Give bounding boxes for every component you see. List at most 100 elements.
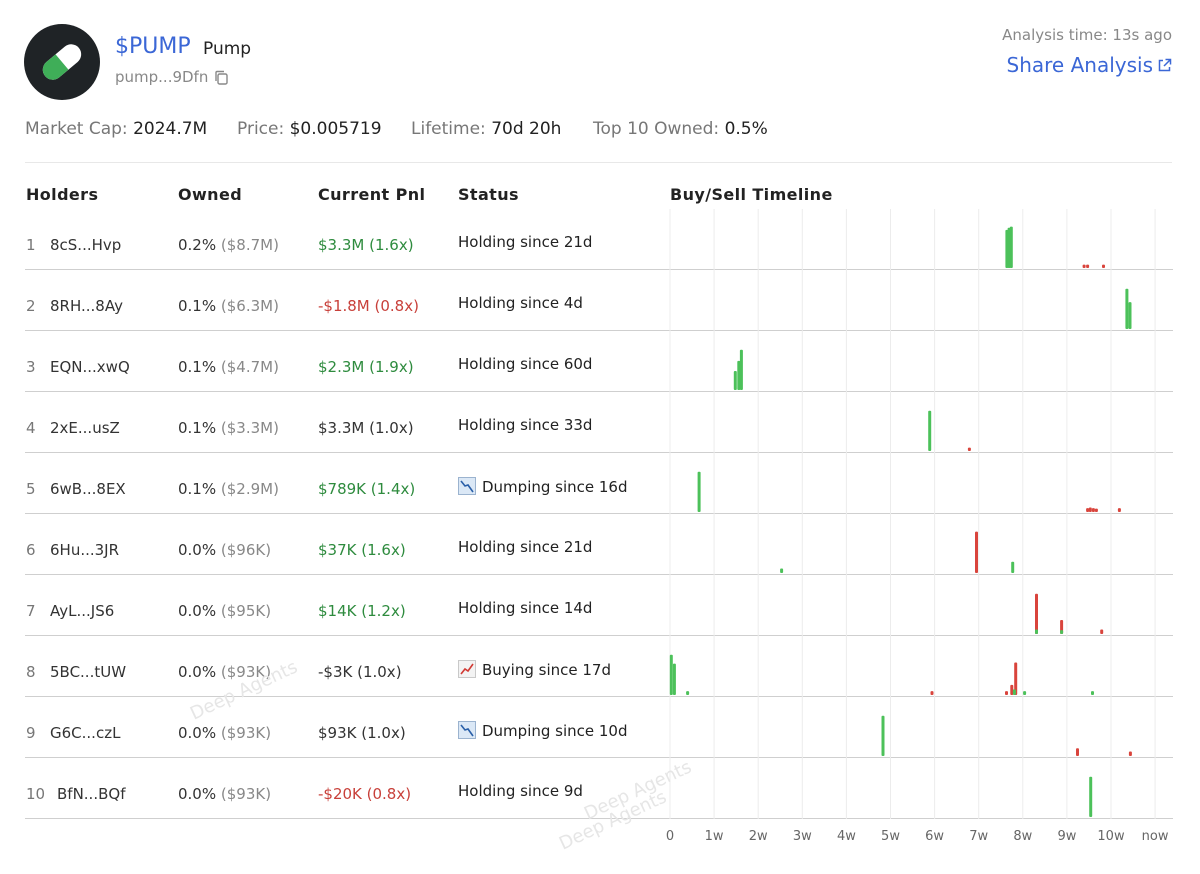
status-text: Dumping since 16d	[482, 478, 628, 496]
holder-owned: 0.0% ($93K)	[178, 663, 271, 681]
col-pnl: Current Pnl	[318, 185, 426, 204]
buy-bar	[1023, 691, 1027, 695]
sell-bar	[1010, 684, 1014, 695]
holder-address[interactable]: 8cS...Hvp	[50, 236, 122, 254]
lifetime-label: Lifetime:	[411, 119, 486, 139]
row-divider	[25, 269, 1173, 270]
owned-usd: ($6.3M)	[220, 297, 279, 315]
holder-status: Holding since 21d	[458, 233, 592, 251]
buy-bar	[928, 410, 932, 451]
share-analysis-link[interactable]: Share Analysis	[1007, 53, 1172, 77]
sell-bar	[1086, 264, 1090, 268]
holder-pnl: $93K (1.0x)	[318, 724, 406, 742]
holder-owned: 0.0% ($93K)	[178, 724, 271, 742]
table-row[interactable]: 10 BfN...BQf 0.0% ($93K) -$20K (0.8x) Holdin…	[25, 758, 1173, 819]
sell-bar	[1088, 507, 1092, 512]
row-divider	[25, 452, 1173, 453]
holder-status: Holding since 33d	[458, 416, 592, 434]
external-link-icon[interactable]	[1157, 58, 1172, 73]
buy-bar	[881, 715, 885, 756]
sell-bar	[1086, 508, 1090, 512]
table-row[interactable]: 4 2xE...usZ 0.1% ($3.3M) $3.3M (1.0x) Holdin…	[25, 392, 1173, 453]
owned-percent: 0.0%	[178, 724, 217, 742]
timeline-tick-label: 0	[665, 829, 675, 844]
table-row[interactable]: 9 G6C...czL 0.0% ($93K) $93K (1.0x) Dumping …	[25, 697, 1173, 758]
holder-address[interactable]: AyL...JS6	[50, 602, 115, 620]
buy-bar	[1091, 691, 1094, 695]
table-row[interactable]: 6 6Hu...3JR 0.0% ($96K) $37K (1.6x) Holding …	[25, 514, 1173, 575]
buy-bar	[1009, 226, 1013, 268]
status-text: Buying since 17d	[482, 661, 611, 679]
sell-bar	[1076, 748, 1079, 756]
buy-bar	[1012, 689, 1016, 695]
table-row[interactable]: 3 EQN...xwQ 0.1% ($4.7M) $2.3M (1.9x) Holdin…	[25, 331, 1173, 392]
owned-usd: ($96K)	[220, 541, 272, 559]
buy-sell-timeline	[669, 209, 1156, 819]
owned-usd: ($93K)	[220, 785, 272, 803]
price-stat: Price: $0.005719	[237, 119, 382, 139]
holder-pnl: $789K (1.4x)	[318, 480, 416, 498]
holder-pnl: $37K (1.6x)	[318, 541, 406, 559]
table-row[interactable]: 8 5BC...tUW 0.0% ($93K) -$3K (1.0x) Buying s…	[25, 636, 1173, 697]
holder-owned: 0.1% ($2.9M)	[178, 480, 279, 498]
owned-percent: 0.0%	[178, 663, 217, 681]
sell-bar	[967, 447, 971, 451]
owned-usd: ($2.9M)	[220, 480, 279, 498]
table-row[interactable]: 5 6wB...8EX 0.1% ($2.9M) $789K (1.4x) Dumpin…	[25, 453, 1173, 514]
copy-icon[interactable]	[214, 70, 229, 89]
holder-status: Buying since 17d	[458, 660, 611, 679]
holder-owned: 0.0% ($96K)	[178, 541, 271, 559]
top10-value: 0.5%	[724, 119, 768, 139]
status-text: Holding since 9d	[458, 782, 583, 800]
token-symbol[interactable]: $PUMP	[115, 34, 191, 59]
row-divider	[25, 330, 1173, 331]
table-row[interactable]: 1 8cS...Hvp 0.2% ($8.7M) $3.3M (1.6x) Holdin…	[25, 209, 1173, 270]
holder-rank: 3	[26, 358, 36, 376]
price-value: $0.005719	[289, 119, 382, 139]
holder-pnl: -$1.8M (0.8x)	[318, 297, 419, 315]
holder-rank: 4	[26, 419, 36, 437]
holder-address[interactable]: 8RH...8Ay	[50, 297, 123, 315]
timeline-tick-label: 1w	[704, 829, 724, 844]
row-divider	[25, 391, 1173, 392]
timeline-tick-label: 10w	[1097, 829, 1125, 844]
holder-rank: 6	[26, 541, 36, 559]
timeline-tick-label: 5w	[881, 829, 900, 844]
price-label: Price:	[237, 119, 285, 139]
holder-address[interactable]: 6Hu...3JR	[50, 541, 120, 559]
buy-bar	[1089, 776, 1093, 817]
buy-bar	[1125, 288, 1129, 329]
holder-pnl: -$3K (1.0x)	[318, 663, 402, 681]
buy-bar	[739, 349, 743, 390]
timeline-tick-label: 8w	[1013, 829, 1033, 844]
holder-status: Holding since 21d	[458, 538, 592, 556]
table-row[interactable]: 7 AyL...JS6 0.0% ($95K) $14K (1.2x) Holding …	[25, 575, 1173, 636]
buy-bar	[1035, 629, 1038, 634]
sell-bar	[1082, 264, 1086, 268]
holder-owned: 0.2% ($8.7M)	[178, 236, 279, 254]
holder-address[interactable]: BfN...BQf	[57, 785, 126, 803]
holder-address[interactable]: 6wB...8EX	[50, 480, 126, 498]
token-name: Pump	[203, 39, 252, 59]
owned-percent: 0.2%	[178, 236, 217, 254]
owned-usd: ($8.7M)	[220, 236, 279, 254]
holder-address[interactable]: EQN...xwQ	[50, 358, 130, 376]
holder-address[interactable]: 5BC...tUW	[50, 663, 127, 681]
holder-status: Holding since 14d	[458, 599, 592, 617]
holder-status: Dumping since 16d	[458, 477, 628, 496]
buy-bar	[780, 568, 784, 573]
buy-bar	[672, 663, 676, 695]
sell-bar	[1117, 508, 1121, 512]
col-holders: Holders	[26, 185, 99, 204]
top10-label: Top 10 Owned:	[593, 119, 720, 139]
status-text: Dumping since 10d	[482, 722, 628, 740]
holder-address[interactable]: 2xE...usZ	[50, 419, 120, 437]
table-row[interactable]: 2 8RH...8Ay 0.1% ($6.3M) -$1.8M (0.8x) Holdi…	[25, 270, 1173, 331]
row-divider	[25, 635, 1173, 636]
share-analysis-label[interactable]: Share Analysis	[1006, 53, 1153, 77]
sell-bar	[1005, 691, 1008, 695]
header-divider	[25, 162, 1172, 163]
col-timeline: Buy/Sell Timeline	[670, 185, 833, 204]
sell-bar	[975, 531, 978, 573]
holder-address[interactable]: G6C...czL	[50, 724, 121, 742]
